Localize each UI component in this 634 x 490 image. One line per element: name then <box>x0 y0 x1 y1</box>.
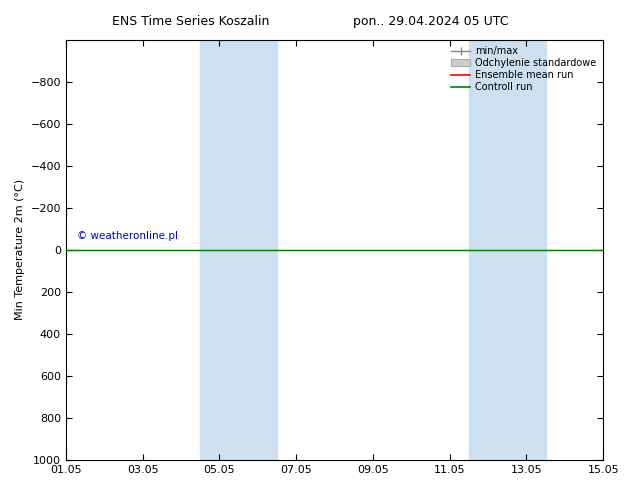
Y-axis label: Min Temperature 2m (°C): Min Temperature 2m (°C) <box>15 179 25 320</box>
Bar <box>200 40 277 460</box>
Text: pon.. 29.04.2024 05 UTC: pon.. 29.04.2024 05 UTC <box>353 15 509 28</box>
Text: ENS Time Series Koszalin: ENS Time Series Koszalin <box>112 15 269 28</box>
Legend: min/max, Odchylenie standardowe, Ensemble mean run, Controll run: min/max, Odchylenie standardowe, Ensembl… <box>449 45 598 94</box>
Text: © weatheronline.pl: © weatheronline.pl <box>77 231 178 242</box>
Bar <box>469 40 546 460</box>
